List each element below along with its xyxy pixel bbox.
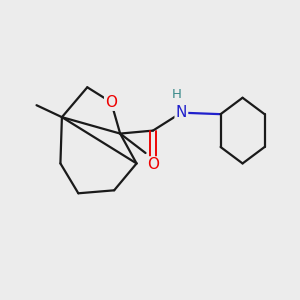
Text: N: N [176,105,187,120]
Text: O: O [105,95,117,110]
Text: H: H [172,88,182,101]
Text: O: O [147,158,159,172]
